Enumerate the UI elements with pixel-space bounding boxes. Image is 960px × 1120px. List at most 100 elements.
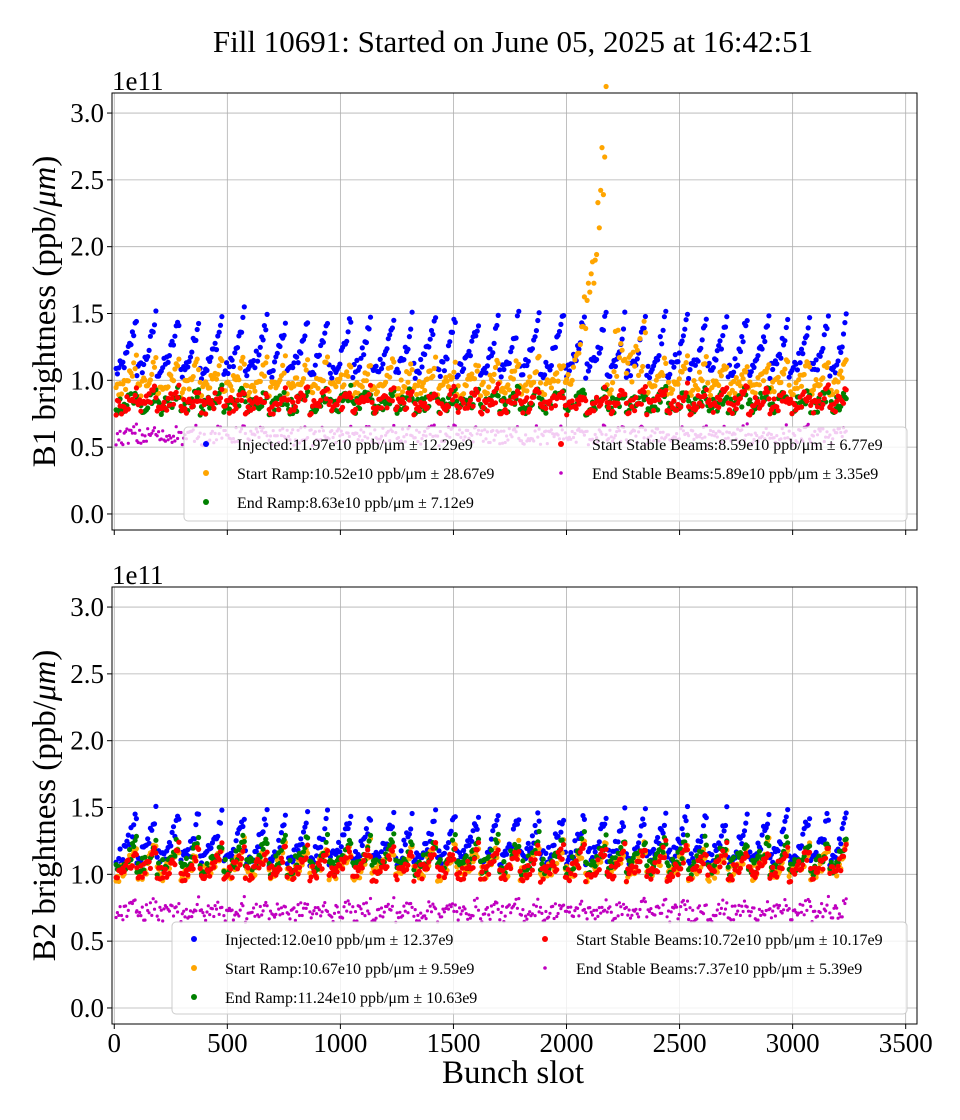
data-point: [196, 834, 202, 841]
data-point: [636, 868, 642, 874]
data-point: [230, 908, 234, 912]
data-point: [494, 385, 500, 391]
data-point: [260, 337, 266, 343]
data-point: [146, 347, 152, 353]
data-point: [455, 372, 461, 378]
data-point: [495, 312, 501, 318]
data-point: [615, 400, 621, 406]
data-point: [840, 853, 847, 859]
data-point: [252, 365, 258, 371]
data-point: [660, 830, 666, 836]
data-point: [467, 353, 473, 359]
data-point: [739, 841, 745, 847]
data-point: [229, 387, 235, 393]
data-point: [121, 443, 125, 447]
data-point: [115, 432, 119, 436]
data-point: [281, 332, 287, 338]
data-point: [656, 858, 662, 865]
data-point: [633, 394, 639, 401]
data-point: [775, 374, 781, 380]
data-point: [155, 914, 159, 918]
data-point: [452, 814, 458, 820]
data-point: [154, 854, 160, 860]
data-point: [256, 865, 262, 871]
data-point: [405, 379, 411, 385]
data-point: [766, 811, 772, 818]
data-point: [555, 833, 561, 840]
data-point: [190, 403, 196, 409]
data-point: [373, 878, 379, 884]
data-point: [117, 846, 123, 852]
data-point: [455, 409, 461, 415]
data-point: [290, 399, 296, 405]
data-point: [211, 406, 217, 412]
data-point: [123, 862, 129, 868]
data-point: [783, 814, 789, 820]
data-point: [443, 870, 449, 876]
data-point: [300, 849, 307, 855]
data-point: [807, 816, 813, 822]
data-point: [324, 386, 331, 392]
data-point: [269, 374, 275, 380]
data-point: [467, 397, 473, 403]
data-point: [267, 384, 274, 390]
data-point: [700, 823, 707, 829]
data-point: [642, 313, 649, 320]
data-point: [176, 839, 182, 845]
data-point: [724, 364, 730, 370]
data-point: [169, 436, 173, 440]
data-point: [824, 325, 830, 332]
data-point: [449, 837, 456, 843]
data-point: [234, 397, 241, 403]
data-point: [404, 405, 410, 411]
data-point: [603, 815, 609, 822]
data-point: [547, 398, 553, 404]
data-point: [821, 332, 827, 338]
data-point: [237, 365, 243, 371]
data-point: [345, 825, 351, 832]
data-point: [813, 377, 819, 383]
data-point: [149, 827, 155, 833]
data-point: [678, 866, 684, 872]
data-point: [622, 391, 628, 397]
data-point: [729, 877, 735, 883]
data-point: [733, 375, 739, 381]
data-point: [838, 868, 844, 874]
data-point: [277, 866, 283, 872]
data-point: [499, 868, 506, 874]
data-point: [842, 320, 848, 326]
data-point: [291, 383, 297, 389]
data-point: [281, 389, 287, 395]
data-point: [206, 904, 210, 908]
data-point: [528, 400, 534, 406]
data-point: [232, 402, 238, 408]
data-point: [724, 839, 730, 846]
data-point: [755, 353, 761, 359]
data-point: [747, 849, 753, 855]
data-point: [118, 429, 122, 433]
data-point: [840, 400, 847, 406]
data-point: [432, 423, 436, 427]
data-point: [214, 907, 219, 911]
data-point: [838, 349, 844, 355]
data-point: [675, 359, 681, 365]
data-point: [145, 405, 151, 411]
data-point: [573, 405, 579, 412]
data-point: [766, 843, 772, 849]
data-point: [212, 859, 218, 865]
data-point: [627, 867, 634, 874]
data-point: [354, 357, 360, 363]
data-point: [684, 803, 691, 810]
data-point: [533, 369, 540, 375]
data-point: [644, 873, 650, 880]
data-point: [204, 367, 210, 373]
data-point: [280, 362, 286, 368]
data-point: [660, 849, 666, 855]
data-point: [213, 904, 217, 908]
data-point: [234, 345, 241, 351]
data-point: [176, 816, 182, 822]
data-point: [640, 363, 646, 370]
data-point: [303, 820, 309, 826]
data-point: [133, 852, 139, 858]
data-point: [125, 832, 131, 838]
